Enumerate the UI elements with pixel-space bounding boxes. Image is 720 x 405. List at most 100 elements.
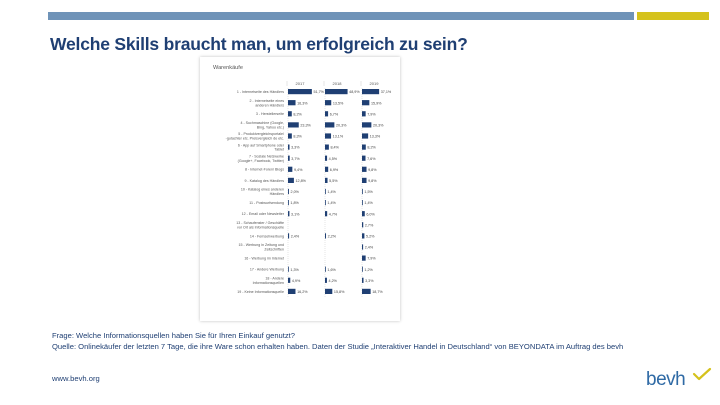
category-label: 7 - Soziale Netzwerke (Google+, Facebook,… [238,154,284,162]
category-label-line: vor Ort als Informationsquelle [237,225,284,229]
category-label-line: 13 - Schaufenster / Geschäfte [236,221,284,225]
bar [362,166,367,172]
data-label: 9,8% [368,168,377,172]
data-label: 9,4% [294,168,303,172]
bar [288,277,291,283]
category-label-line: 7 - Soziale Netzwerke [249,154,284,158]
data-label: 2,0% [291,190,300,194]
bar [362,244,364,250]
bar [325,211,328,217]
category-label-line: 19 - Keine Informationsquelle [237,290,284,294]
category-label-line: 16 - Werbung im Internet [244,257,284,261]
bar [362,89,380,95]
data-label: 15,9% [371,101,382,105]
category-label-line: 9 - Katalog des Händlers [244,179,284,183]
data-label: 13,5% [333,101,344,105]
bar [288,166,293,172]
footnote-question: Frage: Welche Informationsquellen haben … [52,331,296,340]
data-label: 2,4% [365,246,374,250]
data-label: 6,7% [330,112,339,116]
bar [362,233,365,239]
bar [288,155,290,161]
category-label-line: 1 - Internetseite des Händlers [237,90,284,94]
data-label: 1,8% [290,201,299,205]
data-label: 2,4% [291,235,300,239]
bar [325,277,327,283]
data-label: 3,3% [365,279,374,283]
bar [362,277,364,283]
bar [325,288,333,294]
data-label: 1,6% [327,268,336,272]
bar [288,144,290,150]
data-label: 13,1% [333,135,344,139]
bar [325,266,326,272]
category-label-line: 18 - Andere [265,277,284,281]
category-label: 18 - Andere Informationsquellen [253,277,284,285]
bar [288,266,289,272]
bar [362,155,366,161]
category-label: 19 - Keine Informationsquelle [237,290,284,294]
data-label: 37,1% [381,90,392,94]
data-label: 48,9% [349,90,360,94]
data-label: 6,9% [330,168,339,172]
data-label: 1,2% [364,268,373,272]
category-label-line: Tablet [274,148,284,152]
data-label: 8,4% [330,146,339,150]
category-label: 9 - Katalog des Händlers [244,179,284,183]
bar [362,177,367,183]
category-label: 17 - Andere Werbung [250,268,284,272]
category-label: 11 - Postwurfsendung [249,201,284,205]
website-link[interactable]: www.bevh.org [52,374,100,383]
data-label: 13,3% [370,135,381,139]
bar [362,122,372,128]
slide-title: Welche Skills braucht man, um erfolgreic… [50,34,468,54]
data-label: 8,3% [293,135,302,139]
category-label-line: 14 - Fernsehwerbung [250,234,284,238]
category-label-line: 3 - Herstellerseite [256,112,284,116]
data-label: 51,7% [313,90,324,94]
category-label: 13 - Schaufenster / Geschäfte vor Ort als… [236,221,284,229]
category-label: 14 - Fernsehwerbung [250,234,284,238]
category-label: 2 - Internetseite eines anderen Händlers [249,99,284,107]
chart-subtitle: Warenkäufe [213,65,243,71]
checkmark-icon [692,367,712,381]
logo-wordmark: bevh [646,369,686,390]
data-label: 5,5% [329,179,338,183]
category-label-line: Bing, Yahoo etc.) [257,126,284,130]
data-label: 4,2% [329,279,338,283]
bar [288,177,294,183]
category-label: 10 - Katalog eines anderen Händlers [241,188,284,196]
category-label-line: Zeitschriften [264,248,284,252]
data-label: 2,7% [365,223,374,227]
bar [325,133,332,139]
bar [362,266,363,272]
category-label-line: anderen Händlers [255,103,284,107]
category-label-line: 11 - Postwurfsendung [249,201,284,205]
data-label: 16,2% [297,290,308,294]
data-label: 4,5% [329,157,338,161]
data-label: 12,8% [296,179,307,183]
bar [362,188,363,195]
bar [362,288,371,294]
bar [288,111,292,117]
bar [325,233,327,239]
category-label-line: 17 - Andere Werbung [250,268,284,272]
bar [362,211,365,217]
category-label-line: Informationsquellen [253,281,284,285]
category-label: 6 - App auf Smartphone oder Tablet [238,143,285,151]
data-label: 23,3% [300,124,311,128]
bar [325,177,328,183]
panel-header: 2017 [296,81,306,86]
data-label: 1,5% [364,190,373,194]
bar [288,89,312,95]
bar [325,122,335,128]
category-label-line: 15 - Werbung in Zeitung und [239,243,284,247]
data-label: 1,4% [327,201,336,205]
bar [288,200,289,206]
category-label: 8 - Internet-Foren/ Blogs [245,168,284,172]
category-label: 15 - Werbung in Zeitung und Zeitschriften [239,243,284,251]
category-label-line: -gutachter etc. Preisvergleich de etc. [226,137,284,141]
category-label: 5 - Produktvergleichsportale/-gutachter … [226,132,284,140]
category-label: 3 - Herstellerseite [256,112,284,116]
data-label: 3,7% [291,157,300,161]
